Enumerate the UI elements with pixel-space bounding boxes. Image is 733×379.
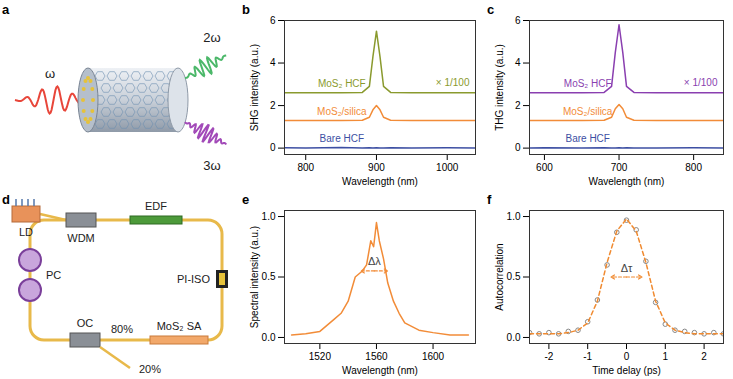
svg-text:LD: LD (19, 226, 33, 238)
svg-text:Spectral intensity (a.u.): Spectral intensity (a.u.) (249, 226, 260, 328)
svg-text:1.0: 1.0 (262, 211, 276, 222)
svg-text:3ω: 3ω (203, 158, 220, 173)
svg-text:20%: 20% (139, 363, 161, 375)
svg-text:2ω: 2ω (203, 30, 220, 45)
svg-text:0: 0 (515, 142, 521, 153)
svg-text:4: 4 (515, 57, 521, 68)
svg-text:2: 2 (270, 100, 276, 111)
svg-text:2: 2 (701, 351, 707, 362)
svg-text:Wavelength (nm): Wavelength (nm) (342, 365, 418, 376)
svg-text:SHG intensity (a.u.): SHG intensity (a.u.) (249, 44, 260, 131)
svg-text:0.5: 0.5 (262, 271, 276, 282)
svg-text:Δτ: Δτ (621, 262, 633, 274)
svg-text:4: 4 (270, 57, 276, 68)
svg-text:MoS₂ HCF: MoS₂ HCF (564, 78, 612, 89)
svg-text:EDF: EDF (145, 200, 167, 212)
html-text:e: e (242, 192, 250, 207)
svg-text:Wavelength (nm): Wavelength (nm) (589, 176, 665, 187)
svg-text:Bare HCF: Bare HCF (565, 133, 609, 144)
html-text:d: d (2, 192, 10, 207)
html-text:a: a (2, 2, 10, 17)
svg-text:1600: 1600 (422, 351, 445, 362)
svg-text:PC: PC (46, 269, 61, 281)
svg-text:80%: 80% (111, 323, 133, 335)
svg-text:MoS₂ SA: MoS₂ SA (157, 320, 202, 332)
svg-text:1000: 1000 (436, 162, 459, 173)
svg-text:800: 800 (297, 162, 314, 173)
svg-text:Δλ: Δλ (368, 255, 381, 267)
svg-text:OC: OC (77, 317, 94, 329)
svg-text:0: 0 (270, 142, 276, 153)
svg-text:600: 600 (536, 162, 553, 173)
svg-text:Bare HCF: Bare HCF (320, 133, 364, 144)
html-text:f: f (487, 192, 492, 207)
svg-text:1: 1 (663, 351, 669, 362)
svg-text:2: 2 (515, 100, 521, 111)
svg-text:6: 6 (515, 15, 521, 26)
svg-text:Autocorrelation: Autocorrelation (494, 243, 505, 310)
svg-text:1520: 1520 (309, 351, 332, 362)
svg-text:MoS₂/silica: MoS₂/silica (563, 106, 613, 117)
svg-text:1560: 1560 (365, 351, 388, 362)
svg-text:MoS₂ HCF: MoS₂ HCF (318, 78, 366, 89)
svg-text:× 1/100: × 1/100 (436, 77, 470, 88)
svg-text:-1: -1 (583, 351, 592, 362)
svg-text:ω: ω (45, 66, 55, 81)
svg-text:0.0: 0.0 (507, 332, 521, 343)
svg-text:Wavelength (nm): Wavelength (nm) (342, 176, 418, 187)
html-text:b: b (242, 2, 250, 17)
svg-text:PI-ISO: PI-ISO (177, 273, 210, 285)
svg-text:1.0: 1.0 (507, 211, 521, 222)
svg-text:0.5: 0.5 (507, 271, 521, 282)
svg-text:Time delay (ps): Time delay (ps) (592, 365, 661, 376)
svg-text:900: 900 (368, 162, 385, 173)
svg-text:0: 0 (624, 351, 630, 362)
svg-text:WDM: WDM (67, 232, 95, 244)
svg-text:0.0: 0.0 (262, 332, 276, 343)
html-text:c: c (487, 2, 495, 17)
svg-text:800: 800 (685, 162, 702, 173)
svg-text:MoS₂/silica: MoS₂/silica (317, 106, 367, 117)
svg-text:THG intensity (a.u.): THG intensity (a.u.) (494, 44, 505, 131)
svg-text:700: 700 (611, 162, 628, 173)
svg-text:6: 6 (270, 15, 276, 26)
svg-text:× 1/100: × 1/100 (684, 77, 718, 88)
svg-text:-2: -2 (544, 351, 553, 362)
